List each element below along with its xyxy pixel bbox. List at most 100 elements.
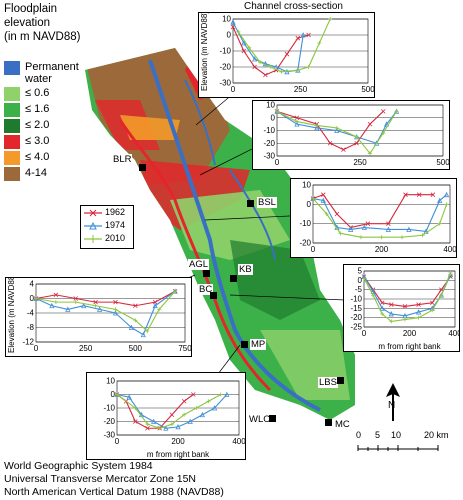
swatch bbox=[4, 61, 20, 75]
north-arrow-icon bbox=[386, 383, 400, 421]
legend-item-4-14: 4-14 bbox=[4, 166, 84, 182]
gauge-label-agl: AGL bbox=[188, 259, 210, 270]
y-tick-label: -25 bbox=[350, 323, 362, 332]
swatch bbox=[4, 151, 20, 165]
y-tick-label: -12 bbox=[22, 338, 34, 347]
data-point-2010 bbox=[206, 399, 211, 404]
scale-tick-label: 5 bbox=[375, 430, 381, 440]
data-point-1962 bbox=[402, 304, 408, 309]
plot-frame bbox=[276, 104, 444, 157]
data-point-1974 bbox=[348, 226, 354, 232]
data-point-1962 bbox=[181, 398, 187, 404]
gauge-marker-bsl bbox=[247, 200, 254, 207]
data-point-2010 bbox=[448, 270, 453, 275]
x-tick-label: 0 bbox=[231, 85, 236, 94]
y-tick-label: 5 bbox=[358, 267, 363, 276]
data-point-1974 bbox=[150, 418, 157, 424]
x-tick-label: 0 bbox=[275, 158, 280, 167]
data-point-1962 bbox=[263, 72, 268, 78]
cross-section-panel-4: 4 0 -4 -8 -12 0 250 500 750 Elevation (m NAVD88) bbox=[5, 277, 192, 357]
y-tick-label: -10 bbox=[350, 295, 362, 304]
data-point-2010 bbox=[402, 317, 407, 322]
y-tick-label: 10 bbox=[302, 181, 311, 190]
y-tick-label: -30 bbox=[103, 431, 115, 440]
data-point-2010 bbox=[381, 131, 386, 136]
gauge-marker-mp bbox=[241, 341, 248, 348]
data-point-1962 bbox=[295, 35, 301, 41]
data-point-2010 bbox=[389, 319, 394, 324]
data-point-2010 bbox=[362, 276, 366, 281]
data-point-2010 bbox=[420, 233, 425, 238]
series-line-2010 bbox=[276, 110, 397, 155]
cross-section-title: Channel cross-section bbox=[244, 1, 343, 12]
gauge-marker-kb bbox=[230, 275, 237, 282]
data-point-1962 bbox=[334, 211, 340, 217]
data-point-2010 bbox=[354, 134, 359, 139]
y-tick-label: -4 bbox=[27, 309, 35, 318]
plot-frame bbox=[35, 283, 186, 343]
x-tick-label: 400 bbox=[232, 437, 245, 446]
data-point-2010 bbox=[133, 406, 138, 410]
y-axis-label: Elevation (m NAVD88) bbox=[200, 13, 209, 91]
y-tick-label: -10 bbox=[219, 47, 231, 56]
gauge-label-mc: MC bbox=[334, 419, 351, 430]
data-point-1962 bbox=[93, 299, 98, 305]
data-point-2010 bbox=[311, 196, 315, 201]
x-axis-label: m from right bank bbox=[147, 450, 210, 459]
data-point-1974 bbox=[211, 405, 218, 411]
data-point-1974 bbox=[187, 418, 193, 424]
data-point-2010 bbox=[218, 392, 223, 397]
data-point-2010 bbox=[53, 300, 58, 305]
y-tick-label: 0 bbox=[30, 294, 35, 303]
series-line-1974 bbox=[312, 194, 447, 232]
x-tick-label: 500 bbox=[361, 85, 374, 94]
north-label: N bbox=[388, 400, 396, 411]
plus-marker-icon bbox=[84, 235, 102, 243]
data-point-1962 bbox=[294, 115, 300, 121]
gauge-label-mp: MP bbox=[250, 339, 267, 350]
data-point-2010 bbox=[275, 109, 279, 114]
gauge-marker-mc bbox=[325, 419, 332, 426]
data-point-2010 bbox=[295, 68, 300, 73]
cross-section-panel-6: 10 0 -10 -20 -30 0 200 400 m from right bank bbox=[86, 372, 246, 460]
data-point-1962 bbox=[354, 140, 359, 146]
series-line-1962 bbox=[35, 290, 176, 307]
data-point-1962 bbox=[241, 48, 247, 54]
x-tick-label: 0 bbox=[362, 329, 367, 338]
survey-year-1974: 1974 bbox=[81, 220, 133, 232]
series-line-2010 bbox=[116, 394, 221, 429]
y-tick-label: -20 bbox=[103, 417, 115, 426]
data-point-1974 bbox=[361, 224, 368, 230]
y-tick-label: -30 bbox=[263, 152, 275, 161]
series-line-1974 bbox=[116, 393, 228, 429]
data-point-2010 bbox=[437, 221, 442, 226]
y-tick-label: -20 bbox=[350, 313, 362, 322]
cross-section-panel-2: 10 0 -10 -20 -30 0 250 500 bbox=[252, 100, 450, 170]
gauge-marker-lbs bbox=[337, 377, 344, 384]
data-point-1962 bbox=[152, 299, 158, 305]
gauge-marker-blr bbox=[139, 164, 146, 171]
x-marker-icon bbox=[84, 209, 102, 217]
legend-item-4-0: ≤ 4.0 bbox=[4, 150, 84, 166]
data-point-1962 bbox=[429, 300, 435, 306]
gauge-label-blr: BLR bbox=[112, 154, 133, 165]
data-point-1974 bbox=[314, 125, 320, 131]
x-tick-label: 500 bbox=[436, 158, 449, 167]
data-point-1974 bbox=[112, 310, 119, 316]
data-point-2010 bbox=[115, 392, 119, 397]
y-tick-label: 4 bbox=[30, 280, 35, 289]
y-tick-label: 0 bbox=[307, 200, 312, 209]
data-point-2010 bbox=[416, 315, 421, 320]
data-point-1974 bbox=[437, 197, 443, 203]
data-point-1974 bbox=[163, 425, 169, 431]
gauge-marker-agl bbox=[203, 270, 210, 277]
data-point-1962 bbox=[430, 192, 436, 197]
survey-year-1962: 1962 bbox=[81, 207, 133, 219]
legend-title: Floodplain elevation (in m NAVD88) bbox=[4, 3, 81, 43]
data-point-1962 bbox=[403, 192, 408, 197]
gauge-label-bc: BC bbox=[198, 284, 214, 295]
data-point-2010 bbox=[400, 235, 405, 240]
data-point-1974 bbox=[81, 302, 87, 309]
data-point-1974 bbox=[383, 121, 390, 127]
data-point-1974 bbox=[388, 311, 394, 317]
